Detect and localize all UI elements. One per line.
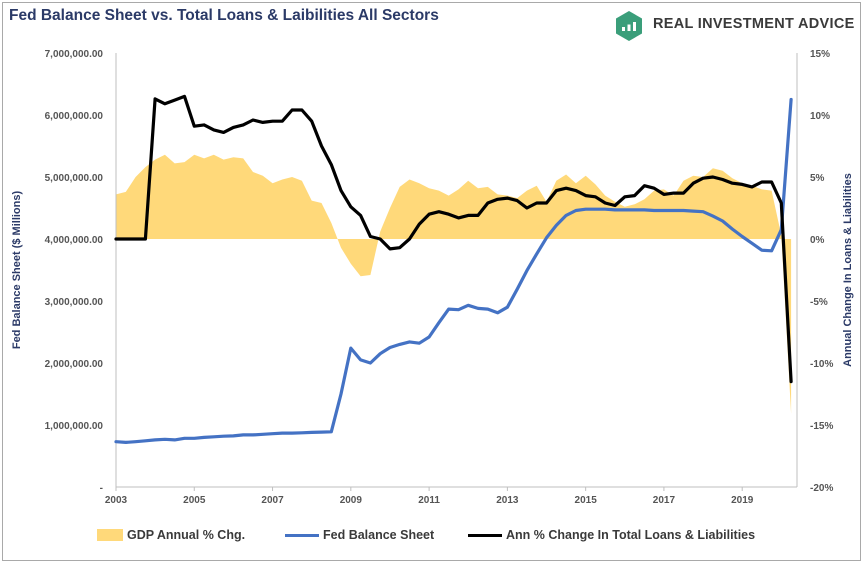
x-tick-label: 2015 xyxy=(575,495,598,506)
y-left-tick-label: - xyxy=(100,483,103,494)
x-tick-label: 2011 xyxy=(418,495,440,506)
series-fed-balance-sheet-line xyxy=(114,97,793,444)
y-left-tick-label: 6,000,000.00 xyxy=(45,111,104,122)
legend-label-fed: Fed Balance Sheet xyxy=(323,528,435,542)
series-gdp-area xyxy=(116,154,792,414)
x-tick-label: 2005 xyxy=(183,495,206,506)
x-tick-label: 2013 xyxy=(496,495,519,506)
legend-swatch-fed-line xyxy=(285,533,319,537)
legend-item-loans-liabilities: Ann % Change In Total Loans & Liabilitie… xyxy=(468,524,755,546)
chart-legend: GDP Annual % Chg. Fed Balance Sheet Ann … xyxy=(0,524,865,546)
y-left-tick-label: 2,000,000.00 xyxy=(45,359,104,370)
x-tick-label: 2019 xyxy=(731,495,754,506)
y-right-tick-label: 5% xyxy=(810,173,825,184)
legend-swatch-gdp-area xyxy=(97,529,123,541)
x-tick-label: 2017 xyxy=(653,495,676,506)
rising-bars-logo-icon xyxy=(616,11,642,41)
brand-name: REAL INVESTMENT ADVICE xyxy=(653,16,855,32)
y-right-tick-label: -20% xyxy=(810,483,833,494)
legend-item-gdp: GDP Annual % Chg. xyxy=(97,524,245,546)
y-right-tick-label: 0% xyxy=(810,235,825,246)
series-loans-liabilities-line xyxy=(114,94,793,384)
x-tick-label: 2007 xyxy=(261,495,284,506)
y-left-tick-label: 7,000,000.00 xyxy=(45,49,104,60)
y-right-tick-label: 15% xyxy=(810,49,830,60)
y-right-tick-label: -5% xyxy=(810,297,828,308)
y-left-tick-label: 3,000,000.00 xyxy=(45,297,104,308)
y-right-tick-label: -10% xyxy=(810,359,833,370)
legend-swatch-loans-line xyxy=(468,533,502,537)
y-axis-left-title: Fed Balance Sheet ($ Millions) xyxy=(11,191,23,350)
x-tick-label: 2003 xyxy=(105,495,128,506)
y-right-tick-label: 10% xyxy=(810,111,830,122)
legend-label-gdp: GDP Annual % Chg. xyxy=(127,528,246,542)
legend-label-loans: Ann % Change In Total Loans & Liabilitie… xyxy=(506,528,756,542)
x-tick-label: 2009 xyxy=(340,495,363,506)
y-axis-right-title: Annual Change In Loans & Liabilities xyxy=(842,173,854,367)
y-left-tick-label: 5,000,000.00 xyxy=(45,173,104,184)
y-left-tick-label: 1,000,000.00 xyxy=(45,421,104,432)
y-right-tick-label: -15% xyxy=(810,421,833,432)
y-left-tick-label: 4,000,000.00 xyxy=(45,235,104,246)
chart-title: Fed Balance Sheet vs. Total Loans & Laib… xyxy=(9,7,439,24)
legend-item-fed-balance-sheet: Fed Balance Sheet xyxy=(285,524,434,546)
